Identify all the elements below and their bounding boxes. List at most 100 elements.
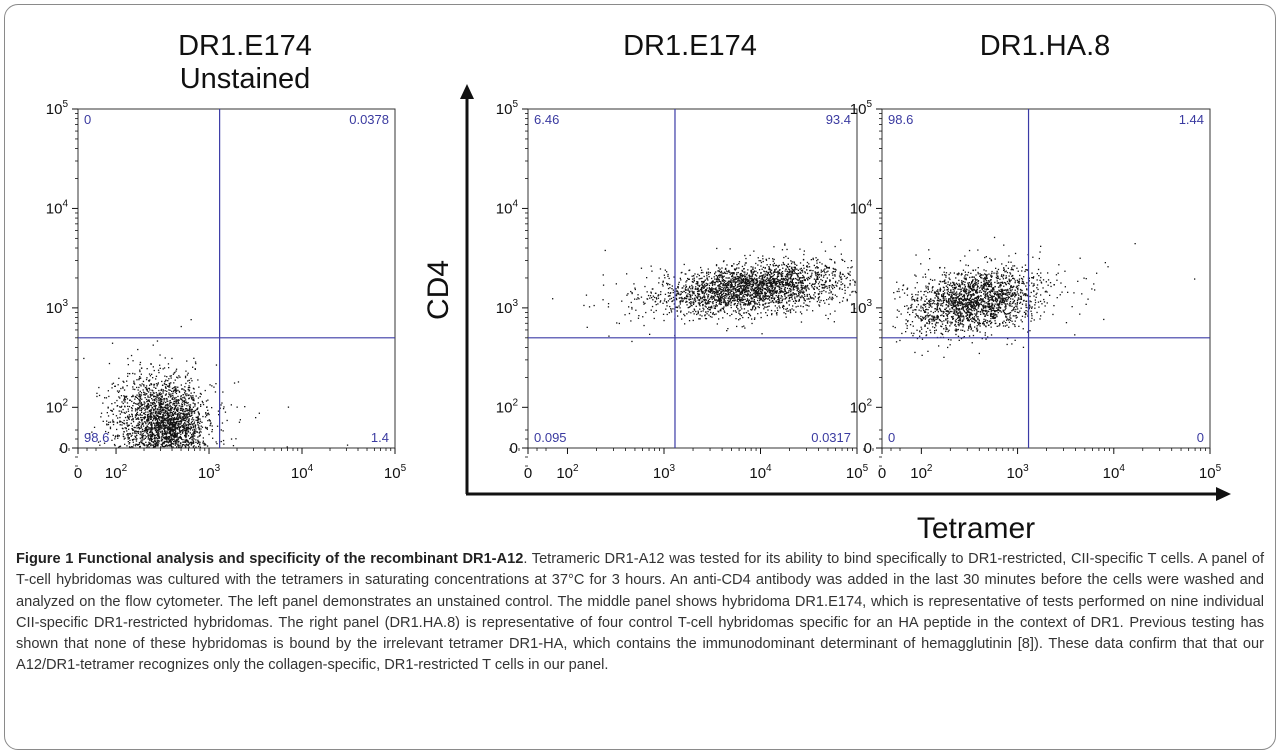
event-dot: [150, 440, 153, 442]
event-dot: [768, 278, 770, 280]
event-dot: [764, 295, 767, 297]
event-dot: [158, 399, 160, 401]
event-dot: [771, 297, 773, 299]
event-dot: [175, 436, 178, 438]
event-dot: [720, 281, 722, 283]
event-dot: [664, 298, 666, 300]
event-dot: [755, 295, 758, 297]
event-dot: [733, 272, 735, 274]
event-dot: [759, 280, 761, 283]
event-dot: [666, 313, 668, 316]
event-dot: [156, 426, 158, 429]
event-dot: [166, 415, 168, 417]
event-dot: [181, 438, 183, 440]
event-dot: [124, 396, 126, 398]
event-dot: [782, 291, 784, 293]
event-dot: [146, 408, 148, 410]
event-dot: [750, 308, 752, 311]
event-dot: [742, 316, 744, 319]
event-dot: [184, 375, 187, 377]
event-dot: [711, 288, 713, 290]
event-dot: [213, 386, 215, 388]
event-dot: [184, 444, 186, 447]
panel-3-title: DR1.HA.8: [979, 30, 1111, 62]
event-dot: [183, 418, 185, 420]
event-dot: [774, 280, 776, 282]
event-dot: [734, 281, 736, 283]
event-dot: [173, 423, 175, 426]
event-dot: [182, 441, 184, 443]
event-dot: [158, 402, 160, 404]
event-dot: [181, 406, 183, 408]
event-dot: [801, 291, 803, 294]
event-dot: [124, 437, 126, 439]
event-dot: [673, 299, 675, 301]
event-dot: [711, 305, 713, 307]
event-dot: [720, 270, 723, 272]
x-tick-label: 105: [1199, 463, 1222, 482]
event-dot: [700, 272, 702, 274]
event-dot: [170, 434, 172, 436]
event-dot: [140, 373, 142, 375]
event-dot: [156, 442, 158, 445]
event-dot: [831, 284, 834, 286]
event-dot: [163, 432, 165, 434]
event-dot: [160, 443, 162, 446]
event-dot: [771, 314, 773, 316]
event-dot: [752, 279, 754, 281]
event-dot: [162, 406, 164, 409]
event-dot: [719, 309, 721, 311]
event-dot: [139, 384, 141, 386]
event-dot: [170, 429, 172, 432]
event-dot: [805, 304, 807, 306]
event-dot: [626, 273, 628, 275]
event-dot: [735, 294, 738, 296]
event-dot: [721, 289, 723, 291]
event-dot: [161, 438, 164, 441]
event-dot: [163, 437, 165, 439]
event-dot: [181, 424, 183, 427]
event-dot: [626, 294, 628, 296]
event-dot: [806, 298, 808, 300]
event-dot: [797, 286, 799, 288]
event-dot: [734, 285, 737, 287]
event-dot: [719, 297, 721, 299]
event-dot: [766, 286, 768, 289]
event-dot: [729, 315, 731, 317]
event-dot: [147, 407, 150, 409]
event-dot: [652, 295, 654, 297]
event-dot: [161, 398, 163, 401]
event-dot: [158, 433, 160, 435]
event-dot: [132, 429, 135, 431]
event-dot: [746, 280, 748, 282]
event-dot: [681, 318, 683, 320]
event-dot: [175, 390, 177, 392]
event-dot: [184, 410, 186, 413]
event-dot: [141, 434, 143, 436]
event-dot: [193, 388, 195, 390]
event-dot: [755, 286, 758, 289]
event-dot: [148, 387, 150, 390]
event-dot: [130, 407, 133, 409]
event-dot: [741, 270, 744, 272]
event-dot: [737, 271, 739, 274]
event-dot: [806, 265, 808, 267]
event-dot: [750, 275, 752, 277]
event-dot: [738, 301, 740, 303]
event-dot: [188, 404, 190, 406]
event-dot: [149, 384, 151, 386]
event-dot: [816, 266, 818, 268]
event-dot: [156, 340, 159, 342]
event-dot: [197, 424, 199, 426]
event-dot: [789, 271, 791, 274]
event-dot: [181, 401, 184, 403]
event-dot: [169, 444, 172, 446]
event-dot: [165, 387, 167, 389]
event-dot: [766, 295, 768, 297]
event-dot: [150, 418, 152, 420]
event-dot: [173, 426, 175, 428]
event-dot: [182, 394, 184, 396]
event-dot: [156, 395, 158, 397]
event-dot: [149, 439, 151, 441]
event-dot: [827, 270, 829, 272]
